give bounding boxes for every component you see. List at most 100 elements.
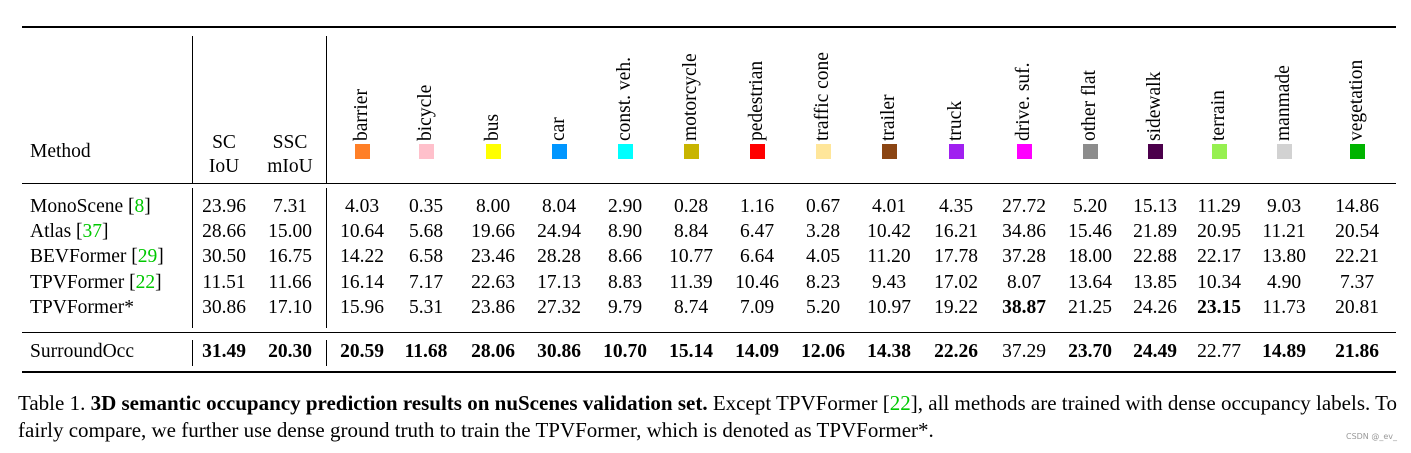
table-cell: 6.47 xyxy=(739,221,775,242)
class-swatch-sidewalk xyxy=(1147,144,1163,159)
citation-link[interactable]: 37 xyxy=(82,221,103,242)
table-cell: 37.28 xyxy=(1002,246,1046,267)
table-cell: 7.09 xyxy=(739,297,775,318)
table-cell: 21.25 xyxy=(1068,297,1112,318)
table-cell: 14.38 xyxy=(867,341,911,362)
table-cell: 8.90 xyxy=(607,221,643,242)
table-cell: 0.28 xyxy=(673,196,709,217)
class-swatch-motorcycle xyxy=(683,144,699,159)
class-swatch-bicycle xyxy=(418,144,434,159)
class-header-label: const. veh. xyxy=(614,57,635,141)
table-cell: 23.86 xyxy=(471,297,515,318)
table-cell: 11.66 xyxy=(268,272,312,293)
table-cell: 9.43 xyxy=(871,272,907,293)
table-cell: 24.26 xyxy=(1133,297,1177,318)
table-cell: 8.04 xyxy=(541,196,577,217)
table-cell: 4.01 xyxy=(871,196,907,217)
citation-link[interactable]: 8 xyxy=(134,196,145,217)
vline-method xyxy=(192,36,194,183)
table-cell: 37.29 xyxy=(1002,341,1046,362)
method-cell: MonoScene [8] xyxy=(30,196,151,217)
class-swatch-other-flat xyxy=(1082,144,1098,159)
table-cell: 15.00 xyxy=(268,221,312,242)
table-cell: 10.70 xyxy=(603,341,647,362)
header-rule xyxy=(22,183,1396,185)
table-cell: 11.20 xyxy=(867,246,911,267)
table-cell: 11.73 xyxy=(1262,297,1306,318)
vline-ssc xyxy=(326,36,328,183)
table-cell: 11.39 xyxy=(669,272,713,293)
class-swatch-traffic-cone xyxy=(815,144,831,159)
table-cell: 10.77 xyxy=(669,246,713,267)
table-cell: 21.86 xyxy=(1335,341,1379,362)
class-swatch-bus xyxy=(485,144,501,159)
table-cell: 20.95 xyxy=(1197,221,1241,242)
table-cell: 20.81 xyxy=(1335,297,1379,318)
table-cell: 11.68 xyxy=(404,341,448,362)
caption-label: Table 1. xyxy=(18,391,86,415)
table-cell: 30.50 xyxy=(202,246,246,267)
caption-ref[interactable]: 22 xyxy=(889,391,911,415)
class-swatch-vegetation xyxy=(1349,144,1365,159)
table-cell: 6.58 xyxy=(408,246,444,267)
class-swatch-terrain xyxy=(1211,144,1227,159)
table-cell: 22.63 xyxy=(471,272,515,293)
method-name: TPVFormer xyxy=(30,272,125,293)
table-cell: 19.66 xyxy=(471,221,515,242)
table-cell: 15.14 xyxy=(669,341,713,362)
class-header-label: trailer xyxy=(878,94,899,141)
table-cell: 23.15 xyxy=(1197,297,1241,318)
table-cell: 20.59 xyxy=(340,341,384,362)
method-cell: Atlas [37] xyxy=(30,221,109,242)
method-header: Method xyxy=(30,141,91,162)
method-name: TPVFormer* xyxy=(30,297,134,318)
class-header-label: other flat xyxy=(1079,70,1100,141)
top-rule xyxy=(22,26,1396,28)
class-header-label: vegetation xyxy=(1346,59,1367,141)
table-cell: 24.49 xyxy=(1133,341,1177,362)
bottom-rule xyxy=(22,371,1396,373)
ssc-header-line1: SSC xyxy=(272,132,308,153)
table-cell: 22.88 xyxy=(1133,246,1177,267)
table-cell: 23.96 xyxy=(202,196,246,217)
table-cell: 20.54 xyxy=(1335,221,1379,242)
caption-text-b: ], all methods are trained with dense oc… xyxy=(18,391,1397,442)
table-cell: 38.87 xyxy=(1002,297,1046,318)
table-cell: 9.03 xyxy=(1266,196,1302,217)
table-cell: 8.66 xyxy=(607,246,643,267)
table-cell: 14.09 xyxy=(735,341,779,362)
class-header-label: motorcycle xyxy=(680,53,701,141)
class-swatch-manmade xyxy=(1276,144,1292,159)
table-cell: 11.29 xyxy=(1197,196,1241,217)
table-cell: 14.89 xyxy=(1262,341,1306,362)
table-cell: 13.85 xyxy=(1133,272,1177,293)
vline-ssc-body xyxy=(326,188,328,328)
table-cell: 22.77 xyxy=(1197,341,1241,362)
table-cell: 22.21 xyxy=(1335,246,1379,267)
method-name: BEVFormer xyxy=(30,246,127,267)
table-cell: 8.07 xyxy=(1006,272,1042,293)
citation-link[interactable]: 29 xyxy=(137,246,158,267)
citation-link[interactable]: 22 xyxy=(135,272,156,293)
table-cell: 24.94 xyxy=(537,221,581,242)
table-cell: 22.17 xyxy=(1197,246,1241,267)
table-cell: 10.34 xyxy=(1197,272,1241,293)
method-cell: TPVFormer [22] xyxy=(30,272,162,293)
table-cell: 8.83 xyxy=(607,272,643,293)
table-cell: 15.13 xyxy=(1133,196,1177,217)
watermark: CSDN @_ev_ xyxy=(1345,432,1397,441)
table-cell: 8.00 xyxy=(475,196,511,217)
table-caption: Table 1. 3D semantic occupancy predictio… xyxy=(18,390,1398,444)
table-cell: 9.79 xyxy=(607,297,643,318)
vline-ssc-last xyxy=(326,340,328,366)
table-cell: 28.06 xyxy=(471,341,515,362)
method-name: SurroundOcc xyxy=(30,341,134,362)
table-cell: 6.64 xyxy=(739,246,775,267)
sc-header-line2: IoU xyxy=(208,156,240,177)
class-header-label: manmade xyxy=(1273,65,1294,141)
table-cell: 18.00 xyxy=(1068,246,1112,267)
table-cell: 4.05 xyxy=(805,246,841,267)
method-cell: TPVFormer* xyxy=(30,297,134,319)
table-cell: 17.78 xyxy=(934,246,978,267)
table-cell: 5.20 xyxy=(1072,196,1108,217)
